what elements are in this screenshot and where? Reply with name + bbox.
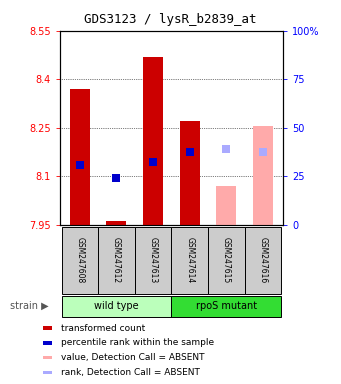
Bar [180, 121, 200, 225]
Bar [208, 227, 244, 294]
Text: transformed count: transformed count [61, 324, 145, 333]
Bar [216, 186, 236, 225]
Text: rank, Detection Call = ABSENT: rank, Detection Call = ABSENT [61, 368, 200, 377]
Text: GSM247615: GSM247615 [222, 237, 231, 283]
Text: GSM247616: GSM247616 [258, 237, 267, 283]
Bar [244, 227, 281, 294]
Text: GDS3123 / lysR_b2839_at: GDS3123 / lysR_b2839_at [84, 13, 257, 26]
Bar [43, 371, 52, 374]
Bar [98, 227, 135, 294]
Bar [70, 89, 90, 225]
Bar [43, 356, 52, 359]
Point [187, 149, 192, 155]
Text: strain ▶: strain ▶ [10, 301, 49, 311]
Text: rpoS mutant: rpoS mutant [196, 301, 257, 311]
Text: GSM247608: GSM247608 [75, 237, 84, 283]
Point [260, 149, 266, 155]
Bar [143, 56, 163, 225]
Text: GSM247614: GSM247614 [185, 237, 194, 283]
Point [150, 159, 156, 165]
Bar [106, 222, 127, 225]
Bar [135, 227, 171, 294]
Point [224, 146, 229, 152]
Bar [172, 296, 281, 317]
Bar [61, 296, 172, 317]
Point [77, 162, 83, 168]
Text: GSM247612: GSM247612 [112, 237, 121, 283]
Bar [43, 326, 52, 330]
Bar [253, 126, 273, 225]
Text: value, Detection Call = ABSENT: value, Detection Call = ABSENT [61, 353, 204, 362]
Text: GSM247613: GSM247613 [149, 237, 158, 283]
Text: percentile rank within the sample: percentile rank within the sample [61, 338, 214, 348]
Bar [172, 227, 208, 294]
Point [114, 175, 119, 181]
Bar [43, 341, 52, 344]
Bar [61, 227, 98, 294]
Text: wild type: wild type [94, 301, 139, 311]
